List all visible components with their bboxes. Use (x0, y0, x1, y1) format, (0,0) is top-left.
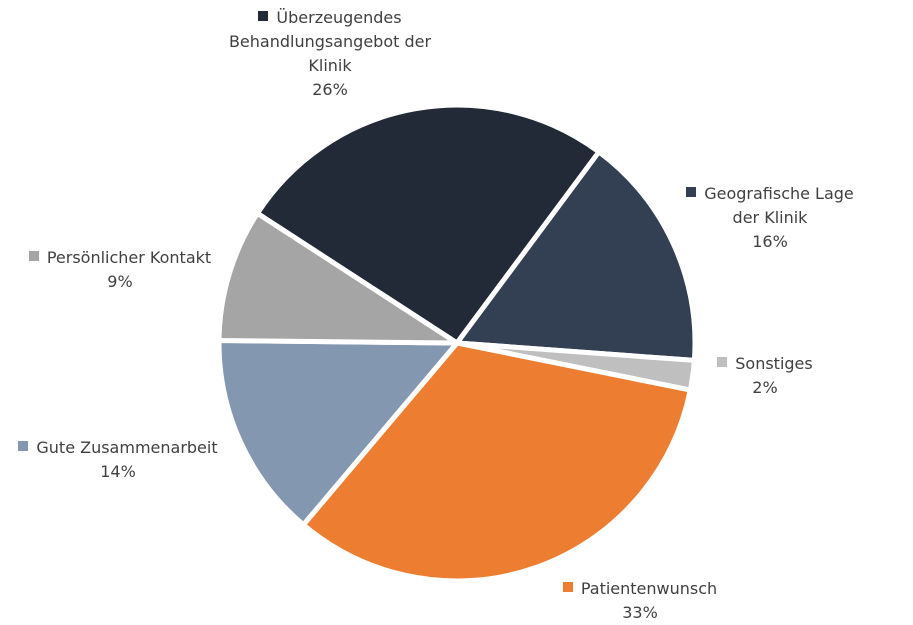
value-label: 26% (312, 80, 348, 99)
legend-marker (562, 582, 573, 592)
pie-slice (216, 338, 460, 528)
legend-marker (258, 11, 269, 21)
data-label: Patientenwunsch 33% (540, 577, 740, 625)
legend-marker (717, 357, 728, 367)
data-label: Persönlicher Kontakt 9% (5, 246, 235, 294)
data-label: Überzeugendes Behandlungsangebot der Kli… (205, 6, 455, 102)
category-label: Gute Zusammenarbeit (36, 438, 218, 457)
data-label: Geografische Lage der Klinik 16% (675, 182, 865, 254)
pie-slice (300, 340, 693, 584)
category-label: Sonstiges (735, 354, 813, 373)
value-label: 2% (752, 378, 778, 397)
category-label: Patientenwunsch (580, 579, 718, 598)
legend-marker (28, 251, 39, 261)
legend-marker (18, 441, 29, 451)
category-label: Überzeugendes Behandlungsangebot der Kli… (228, 8, 432, 75)
pie-slice (454, 149, 698, 363)
value-label: 9% (107, 272, 133, 291)
value-label: 14% (100, 462, 136, 481)
category-label: Persönlicher Kontakt (46, 248, 212, 267)
category-label: Geografische Lage der Klinik (704, 184, 854, 227)
legend-marker (686, 187, 697, 197)
value-label: 16% (752, 232, 788, 251)
value-label: 33% (622, 603, 658, 622)
pie-slice (216, 210, 460, 346)
pie-slice (254, 102, 602, 346)
data-label: Gute Zusammenarbeit 14% (3, 436, 233, 484)
data-label: Sonstiges 2% (705, 352, 825, 400)
